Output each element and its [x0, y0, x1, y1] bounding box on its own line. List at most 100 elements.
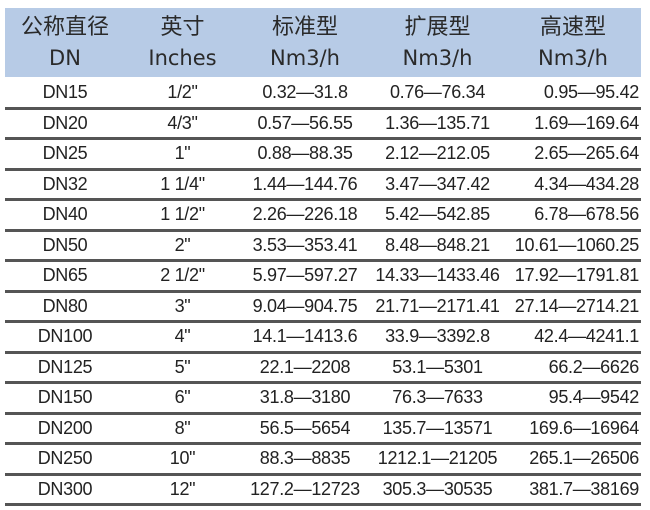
- header-title: 高速型: [539, 14, 606, 40]
- table-row: DN300 12" 127.2—12723 305.3—30535 381.7—3816…: [5, 476, 641, 506]
- cell-standard: 127.2—12723: [250, 478, 360, 499]
- cell-extended: 5.42—542.85: [385, 204, 490, 225]
- cell-extended: 76.3—7633: [392, 387, 483, 408]
- header-unit: Nm3/h: [402, 45, 473, 70]
- header-title: 公称直径: [20, 14, 109, 40]
- table-row: DN25 1" 0.88—88.35 2.12—212.05 2.65—265.64: [5, 140, 641, 171]
- cell-high-speed: 10.61—1060.25: [514, 234, 640, 255]
- cell-dn: DN15: [42, 82, 88, 103]
- cell-extended: 21.71—2171.41: [375, 295, 500, 316]
- cell-high-speed: 1.69—169.64: [534, 112, 639, 133]
- cell-dn: DN20: [42, 112, 88, 133]
- cell-inches: 6": [174, 387, 191, 408]
- header-unit: Nm3/h: [270, 45, 340, 70]
- cell-inches: 8": [174, 417, 191, 438]
- cell-standard: 1.44—144.76: [252, 173, 358, 194]
- cell-inches: 1 1/2": [160, 204, 205, 225]
- cell-inches: 5": [174, 356, 191, 377]
- cell-high-speed: 6.78—678.56: [534, 204, 639, 225]
- table-row: DN32 1 1/4" 1.44—144.76 3.47—347.42 4.34—434…: [5, 171, 641, 201]
- cell-dn: DN300: [37, 478, 93, 499]
- cell-extended: 1.36—135.71: [385, 112, 490, 133]
- cell-extended: 1212.1—21205: [377, 448, 498, 469]
- cell-extended: 3.47—347.42: [385, 173, 490, 194]
- cell-high-speed: 2.65—265.64: [534, 143, 639, 164]
- header-extended: 扩展型 Nm3/h: [370, 8, 505, 77]
- table-header: 公称直径 DN 英寸 Inches 标准型 Nm3/h 扩展型 Nm3/h 高速型 Nm3…: [5, 8, 641, 77]
- header-inches: 英寸 Inches: [125, 8, 240, 77]
- table-row: DN65 2 1/2" 5.97—597.27 14.33—1433.46 17.92—…: [5, 262, 641, 293]
- cell-dn: DN150: [37, 387, 93, 408]
- table-body: DN15 1/2" 0.32—31.8 0.76—76.34 0.95—95.42 DN2…: [5, 79, 641, 506]
- table-row: DN200 8" 56.5—5654 135.7—13571 169.6—16964: [5, 415, 641, 445]
- cell-inches: 2": [174, 234, 191, 255]
- cell-standard: 0.57—56.55: [257, 112, 353, 133]
- cell-standard: 0.32—31.8: [262, 82, 348, 103]
- cell-dn: DN100: [37, 326, 93, 347]
- cell-standard: 9.04—904.75: [252, 295, 358, 316]
- cell-extended: 14.33—1433.46: [375, 265, 500, 286]
- cell-extended: 2.12—212.05: [385, 143, 490, 164]
- table-row: DN100 4" 14.1—1413.6 33.9—3392.8 42.4—4241.1: [5, 323, 641, 354]
- cell-high-speed: 169.6—16964: [529, 417, 639, 438]
- cell-extended: 33.9—3392.8: [385, 326, 490, 347]
- header-nominal-diameter: 公称直径 DN: [5, 8, 125, 77]
- cell-standard: 31.8—3180: [259, 387, 351, 408]
- cell-inches: 3": [174, 295, 191, 316]
- cell-standard: 14.1—1413.6: [252, 326, 358, 347]
- cell-high-speed: 17.92—1791.81: [514, 265, 640, 286]
- cell-high-speed: 27.14—2714.21: [514, 295, 640, 316]
- header-title: 英寸: [160, 14, 205, 40]
- table-row: DN150 6" 31.8—3180 76.3—7633 95.4—9542: [5, 384, 641, 415]
- cell-standard: 3.53—353.41: [252, 234, 358, 255]
- cell-high-speed: 381.7—38169: [529, 478, 639, 499]
- cell-extended: 305.3—30535: [382, 478, 493, 499]
- cell-dn: DN80: [42, 295, 88, 316]
- header-unit: Inches: [148, 45, 217, 70]
- cell-dn: DN25: [42, 143, 88, 164]
- cell-inches: 1 1/4": [160, 173, 205, 194]
- header-title: 扩展型: [404, 14, 471, 40]
- table-row: DN15 1/2" 0.32—31.8 0.76—76.34 0.95—95.42: [5, 79, 641, 110]
- cell-dn: DN40: [42, 204, 88, 225]
- cell-dn: DN250: [37, 448, 93, 469]
- cell-standard: 88.3—8835: [259, 448, 351, 469]
- cell-high-speed: 4.34—434.28: [534, 173, 639, 194]
- cell-high-speed: 66.2—6626: [548, 356, 640, 377]
- header-standard: 标准型 Nm3/h: [240, 8, 370, 77]
- cell-high-speed: 42.4—4241.1: [534, 326, 639, 347]
- cell-standard: 22.1—2208: [259, 356, 351, 377]
- cell-high-speed: 95.4—9542: [548, 387, 640, 408]
- header-unit: Nm3/h: [538, 45, 608, 70]
- cell-dn: DN125: [37, 356, 93, 377]
- cell-extended: 135.7—13571: [382, 417, 493, 438]
- header-title: 标准型: [271, 14, 338, 40]
- cell-inches: 12": [169, 478, 196, 499]
- cell-extended: 0.76—76.34: [389, 82, 486, 103]
- table-row: DN40 1 1/2" 2.26—226.18 5.42—542.85 6.78—678…: [5, 201, 641, 232]
- cell-dn: DN65: [42, 265, 88, 286]
- cell-standard: 0.88—88.35: [257, 143, 353, 164]
- cell-inches: 4/3": [167, 112, 198, 133]
- cell-dn: DN50: [42, 234, 88, 255]
- header-unit: DN: [49, 45, 81, 70]
- cell-high-speed: 265.1—26506: [529, 448, 639, 469]
- cell-inches: 1": [174, 143, 191, 164]
- cell-dn: DN32: [42, 173, 88, 194]
- cell-inches: 1/2": [167, 82, 198, 103]
- cell-standard: 2.26—226.18: [252, 204, 358, 225]
- table-row: DN125 5" 22.1—2208 53.1—5301 66.2—6626: [5, 354, 641, 384]
- cell-inches: 4": [174, 326, 191, 347]
- header-high-speed: 高速型 Nm3/h: [505, 8, 641, 77]
- table-row: DN50 2" 3.53—353.41 8.48—848.21 10.61—1060.2…: [5, 232, 641, 262]
- cell-dn: DN200: [37, 417, 93, 438]
- table-row: DN20 4/3" 0.57—56.55 1.36—135.71 1.69—169.64: [5, 110, 641, 140]
- cell-inches: 2 1/2": [160, 265, 205, 286]
- cell-extended: 53.1—5301: [392, 356, 483, 377]
- table-row: DN80 3" 9.04—904.75 21.71—2171.41 27.14—2714…: [5, 293, 641, 323]
- cell-standard: 5.97—597.27: [252, 265, 358, 286]
- cell-standard: 56.5—5654: [259, 417, 351, 438]
- cell-extended: 8.48—848.21: [385, 234, 490, 255]
- cell-inches: 10": [169, 448, 196, 469]
- cell-high-speed: 0.95—95.42: [543, 82, 639, 103]
